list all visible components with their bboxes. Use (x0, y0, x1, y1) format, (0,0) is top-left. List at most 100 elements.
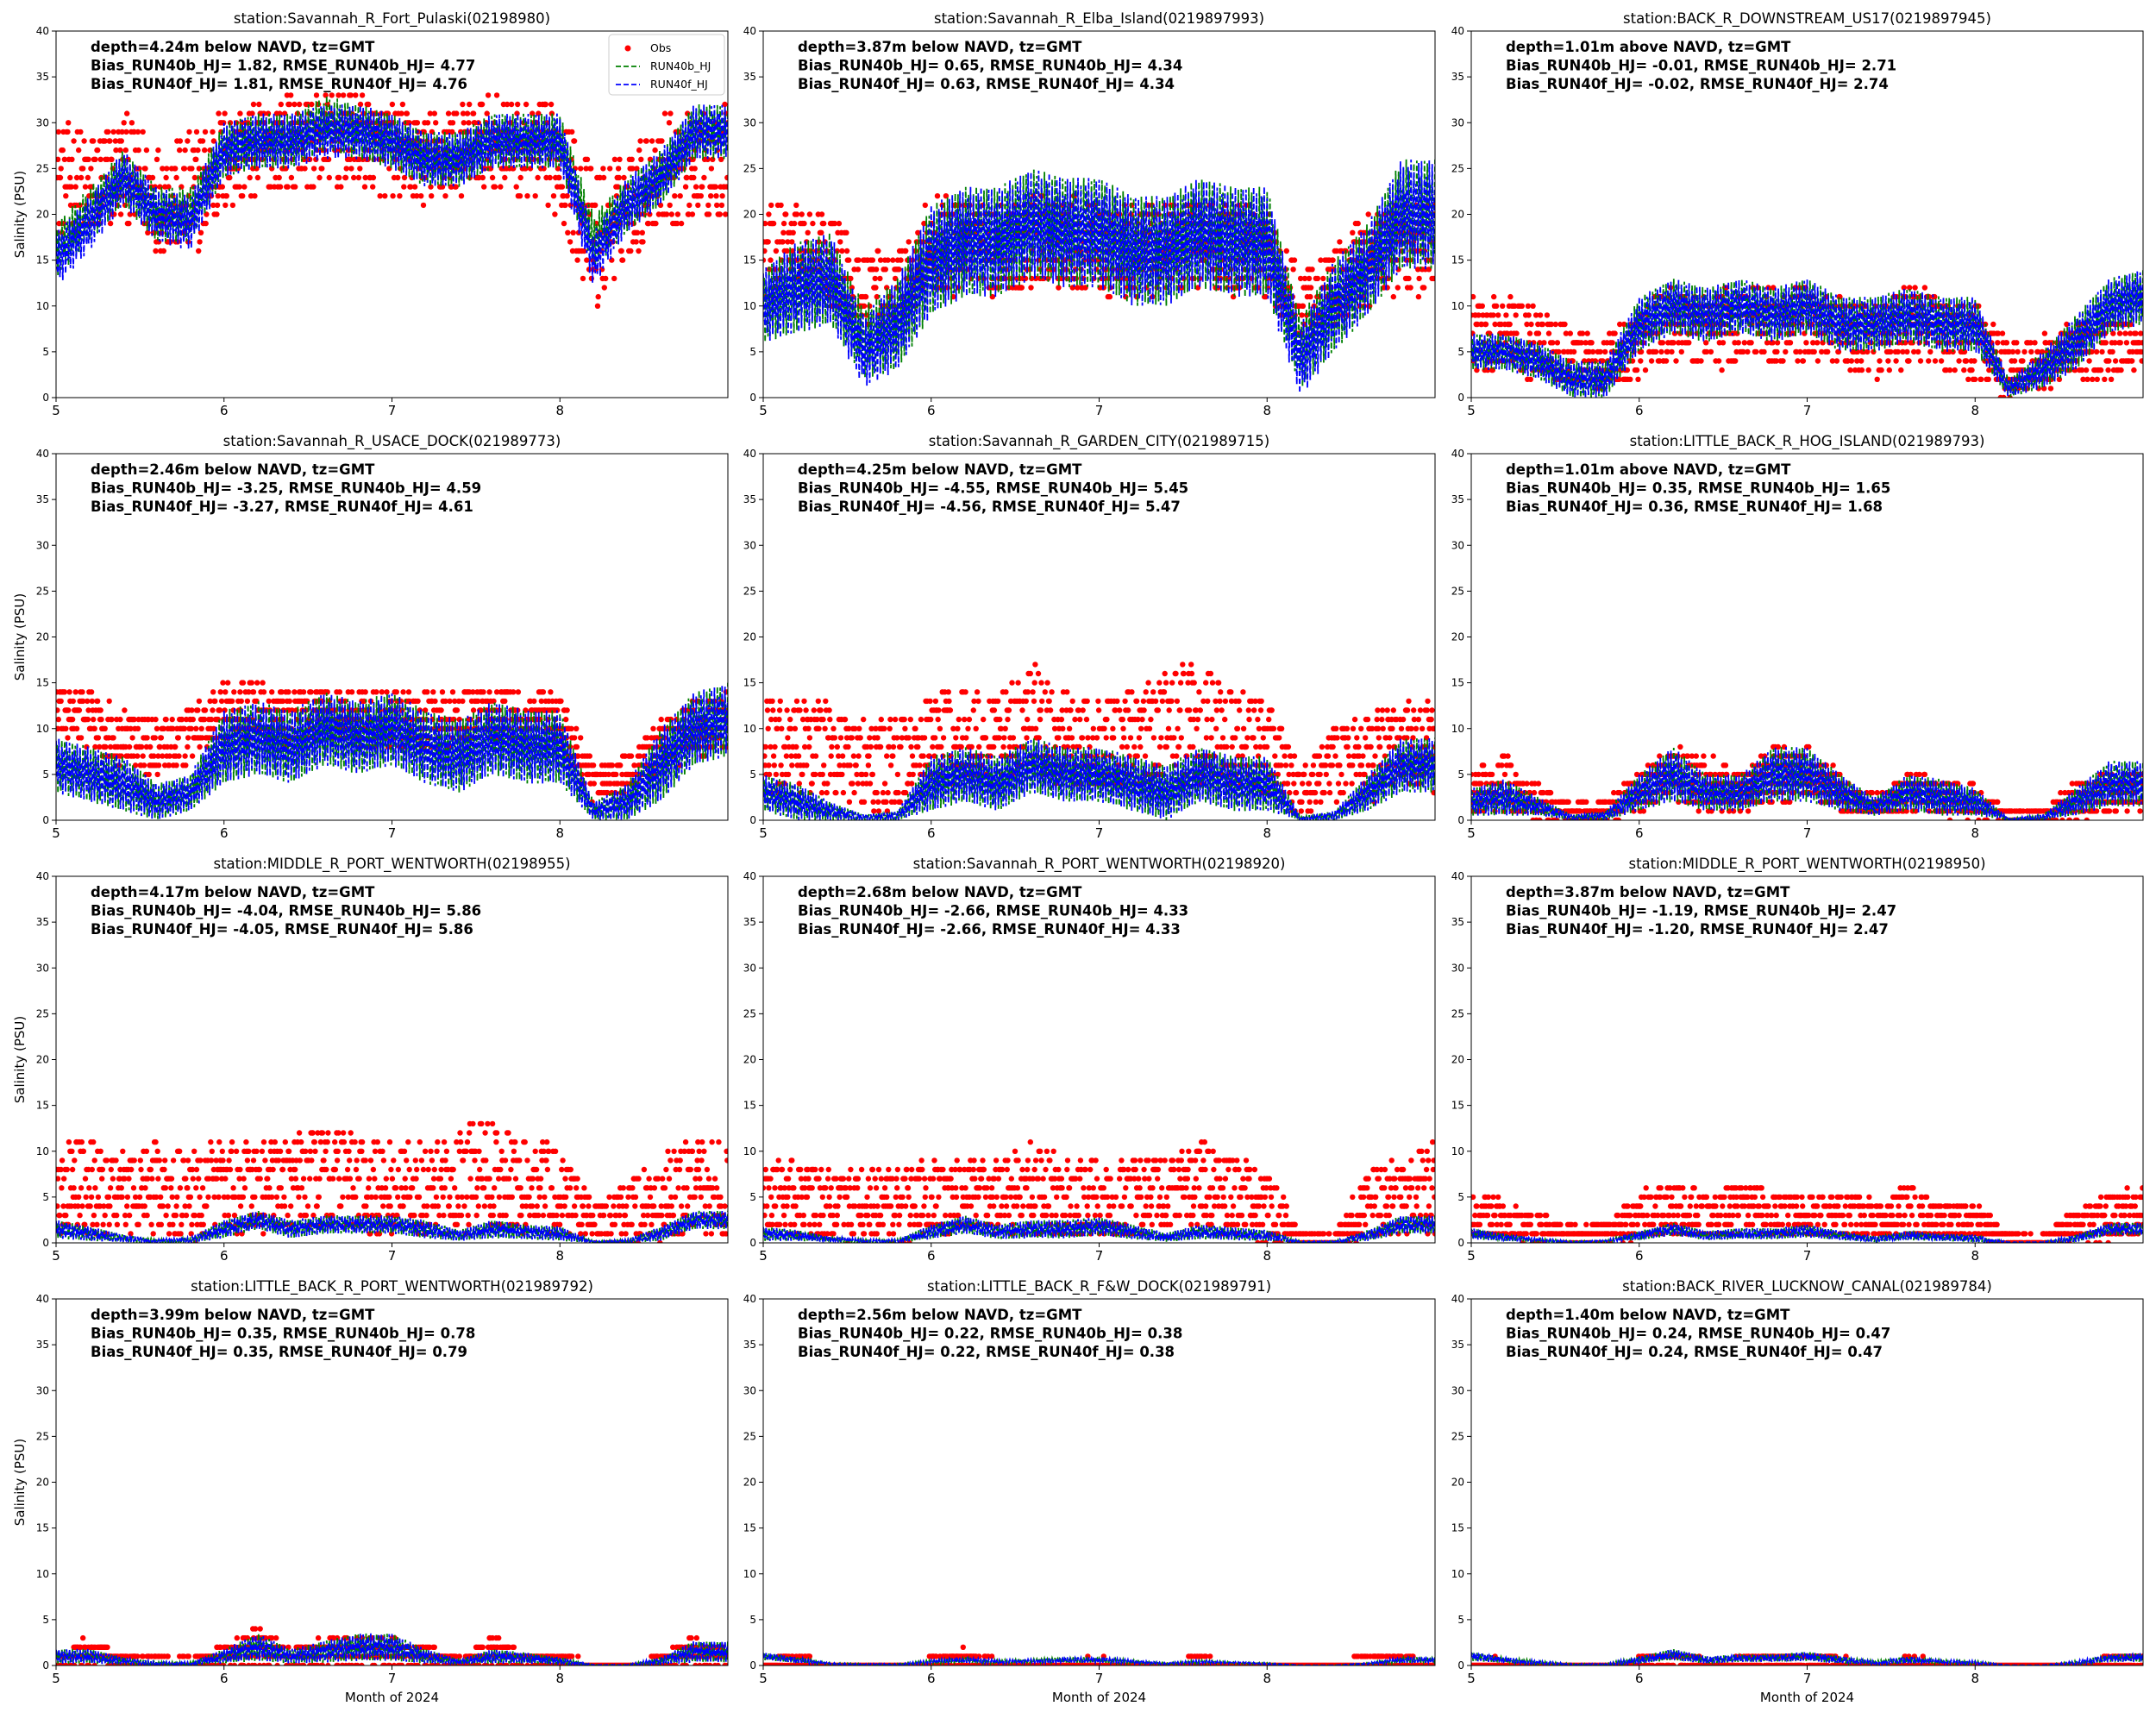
obs-point (708, 166, 715, 172)
obs-point (78, 129, 84, 135)
obs-point (790, 229, 796, 235)
obs-point (561, 220, 567, 227)
obs-point (1978, 376, 1984, 382)
obs-point (256, 101, 262, 108)
obs-point (1888, 348, 1894, 355)
y-tick-label: 0 (42, 392, 49, 404)
obs-point (438, 707, 444, 713)
obs-point (1018, 285, 1025, 291)
obs-point (843, 229, 849, 235)
obs-point (621, 174, 627, 181)
obs-point (281, 110, 288, 116)
obs-point (481, 184, 487, 190)
obs-point (674, 211, 681, 217)
obs-point (1734, 330, 1740, 336)
obs-point (508, 101, 515, 108)
obs-point (677, 193, 683, 199)
obs-point (963, 735, 969, 741)
obs-point (887, 762, 894, 768)
obs-point (840, 789, 847, 796)
obs-point (1932, 358, 1939, 364)
obs-point (377, 193, 383, 199)
obs-point (849, 781, 856, 787)
obs-point (1895, 348, 1901, 355)
obs-point (837, 239, 843, 245)
obs-point (343, 166, 349, 172)
obs-point (1562, 321, 1568, 328)
obs-point (238, 698, 244, 705)
obs-point (1579, 330, 1586, 336)
obs-point (815, 698, 821, 705)
x-tick-label: 5 (52, 403, 60, 418)
obs-point (113, 147, 119, 154)
obs-point (1330, 257, 1336, 263)
obs-point (109, 156, 115, 162)
obs-point (1633, 367, 1640, 373)
x-tick-label: 8 (555, 825, 564, 841)
obs-point (601, 285, 607, 291)
obs-point (460, 698, 466, 705)
obs-point (1733, 358, 1739, 364)
obs-point (277, 184, 284, 190)
obs-point (780, 239, 786, 245)
y-tick-label: 5 (1457, 346, 1464, 358)
obs-point (1877, 358, 1883, 364)
obs-point (1350, 229, 1356, 235)
obs-point (829, 743, 835, 750)
obs-point (823, 698, 829, 705)
obs-point (661, 110, 668, 116)
obs-point (558, 698, 564, 705)
y-tick-label: 35 (36, 71, 49, 83)
obs-point (548, 101, 555, 108)
obs-point (229, 202, 236, 209)
obs-point (1906, 358, 1912, 364)
obs-point (286, 698, 292, 705)
obs-point (613, 771, 619, 778)
obs-point (1612, 330, 1618, 336)
obs-point (1365, 211, 1371, 217)
obs-point (173, 174, 179, 181)
obs-point (460, 110, 467, 116)
obs-point (384, 689, 390, 695)
obs-point (110, 735, 116, 741)
obs-point (164, 166, 170, 172)
obs-point (1526, 330, 1533, 336)
obs-point (88, 166, 94, 172)
obs-point (181, 166, 188, 172)
obs-point (1415, 293, 1422, 300)
obs-point (903, 248, 909, 254)
obs-point (2131, 367, 2137, 373)
obs-point (71, 138, 77, 144)
obs-point (1678, 348, 1685, 355)
obs-point (938, 743, 944, 750)
obs-point (600, 174, 607, 181)
obs-point (1602, 348, 1608, 355)
x-tick-label: 5 (759, 403, 768, 418)
obs-point (247, 174, 253, 181)
obs-point (193, 129, 200, 135)
obs-point (2106, 358, 2112, 364)
obs-point (898, 743, 904, 750)
obs-point (628, 753, 635, 759)
obs-point (1946, 367, 1953, 373)
obs-point (1753, 348, 1759, 355)
x-tick-label: 7 (388, 403, 397, 418)
obs-point (1904, 348, 1910, 355)
obs-point (581, 248, 587, 254)
obs-point (650, 725, 656, 731)
obs-point (395, 174, 401, 181)
obs-point (216, 707, 223, 713)
obs-point (872, 275, 878, 282)
obs-point (210, 129, 216, 135)
obs-point (1659, 340, 1666, 346)
legend-label: Obs (650, 41, 671, 54)
obs-point (191, 174, 198, 181)
obs-point (135, 753, 141, 759)
obs-point (818, 229, 824, 235)
obs-point (424, 689, 430, 695)
obs-point (196, 698, 203, 705)
obs-point (682, 184, 689, 190)
obs-point (826, 707, 832, 713)
obs-point (517, 193, 523, 199)
y-tick-label: 5 (42, 768, 49, 781)
